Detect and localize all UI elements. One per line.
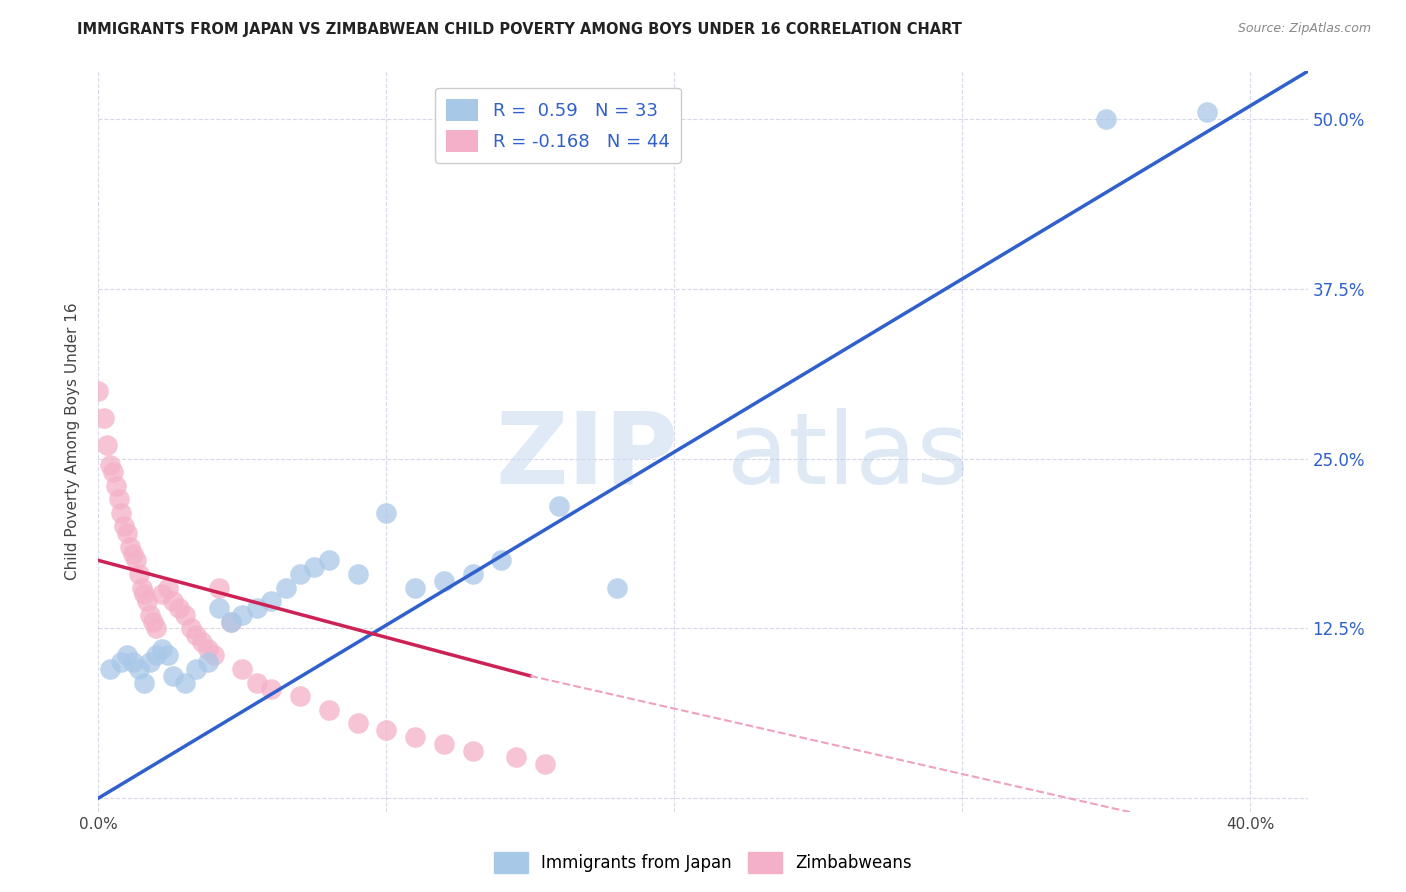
Point [606, 581, 628, 595]
Point [208, 581, 231, 595]
Point [274, 581, 297, 595]
Point [219, 615, 242, 629]
Point [125, 553, 148, 567]
Point [173, 607, 195, 622]
Y-axis label: Child Poverty Among Boys Under 16: Child Poverty Among Boys Under 16 [65, 302, 80, 581]
Point [191, 635, 214, 649]
Point [197, 655, 219, 669]
Point [96, 438, 118, 452]
Point [548, 499, 571, 513]
Point [461, 566, 484, 581]
Point [433, 737, 456, 751]
Point [150, 587, 173, 601]
Point [136, 594, 159, 608]
Point [156, 648, 179, 663]
Point [219, 615, 242, 629]
Point [98, 458, 121, 473]
Point [110, 506, 132, 520]
Point [318, 553, 340, 567]
Text: Source: ZipAtlas.com: Source: ZipAtlas.com [1237, 22, 1371, 36]
Point [93, 410, 115, 425]
Point [346, 566, 368, 581]
Point [122, 547, 145, 561]
Point [346, 716, 368, 731]
Point [167, 601, 190, 615]
Point [101, 465, 124, 479]
Point [98, 662, 121, 676]
Point [260, 594, 283, 608]
Point [533, 757, 555, 772]
Point [115, 526, 138, 541]
Point [142, 615, 165, 629]
Point [186, 628, 208, 642]
Point [1195, 105, 1218, 120]
Point [433, 574, 456, 588]
Point [1095, 112, 1118, 126]
Point [491, 553, 513, 567]
Point [162, 669, 184, 683]
Point [231, 607, 253, 622]
Point [156, 581, 179, 595]
Text: atlas: atlas [727, 408, 969, 505]
Point [131, 581, 153, 595]
Legend: R =  0.59   N = 33, R = -0.168   N = 44: R = 0.59 N = 33, R = -0.168 N = 44 [436, 87, 681, 162]
Point [288, 566, 311, 581]
Text: IMMIGRANTS FROM JAPAN VS ZIMBABWEAN CHILD POVERTY AMONG BOYS UNDER 16 CORRELATIO: IMMIGRANTS FROM JAPAN VS ZIMBABWEAN CHIL… [77, 22, 962, 37]
Point [375, 506, 398, 520]
Point [128, 662, 150, 676]
Point [139, 607, 162, 622]
Point [318, 703, 340, 717]
Point [375, 723, 398, 738]
Point [150, 641, 173, 656]
Point [87, 384, 110, 398]
Point [162, 594, 184, 608]
Point [404, 730, 426, 744]
Point [104, 478, 127, 492]
Point [304, 560, 326, 574]
Legend: Immigrants from Japan, Zimbabweans: Immigrants from Japan, Zimbabweans [488, 846, 918, 880]
Point [246, 601, 269, 615]
Point [120, 540, 142, 554]
Point [461, 743, 484, 757]
Point [134, 587, 156, 601]
Point [246, 675, 269, 690]
Point [505, 750, 527, 764]
Point [202, 648, 225, 663]
Point [180, 621, 202, 635]
Point [288, 690, 311, 704]
Point [145, 648, 167, 663]
Text: ZIP: ZIP [496, 408, 679, 505]
Point [404, 581, 426, 595]
Point [173, 675, 195, 690]
Point [260, 682, 283, 697]
Point [134, 675, 156, 690]
Point [107, 492, 129, 507]
Point [115, 648, 138, 663]
Point [231, 662, 253, 676]
Point [112, 519, 135, 533]
Point [122, 655, 145, 669]
Point [145, 621, 167, 635]
Point [128, 566, 150, 581]
Point [110, 655, 132, 669]
Point [186, 662, 208, 676]
Point [139, 655, 162, 669]
Point [208, 601, 231, 615]
Point [197, 641, 219, 656]
